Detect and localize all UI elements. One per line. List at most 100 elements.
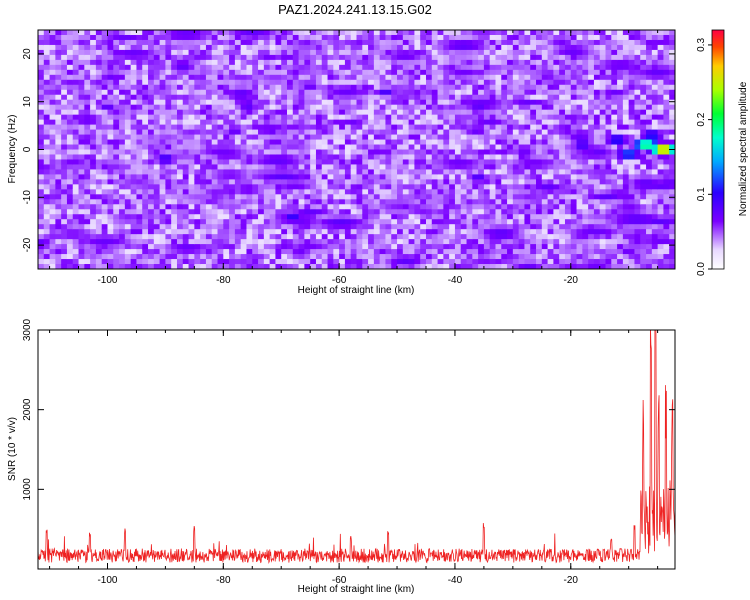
heatmap-cell [547,94,554,101]
heatmap-cell [489,94,497,101]
heatmap-cell [304,219,311,225]
heatmap-cell [223,239,230,245]
heatmap-cell [275,44,282,51]
heatmap-cell [148,239,155,245]
heatmap-cell [570,249,578,255]
heatmap-cell [617,79,624,86]
heatmap-cell [576,224,583,230]
heatmap-cell [425,254,433,260]
heatmap-cell [582,49,589,56]
heatmap-cell [593,74,601,81]
heatmap-cell [379,109,387,116]
heatmap-cell [95,39,103,46]
heatmap-cell [315,214,323,220]
heatmap-cell [38,144,45,151]
heatmap-cell [159,99,166,106]
heatmap-cell [124,234,132,240]
heatmap-cell [466,214,473,220]
heatmap-cell [136,39,143,46]
heatmap-cell [43,169,51,175]
heatmap-cell [478,219,485,225]
heatmap-cell [304,169,311,175]
heatmap-cell [327,129,334,136]
heatmap-cell [420,104,427,111]
heatmap-cell [373,144,381,151]
heatmap-cell [246,109,253,116]
heatmap-cell [298,254,305,260]
heatmap-cell [38,159,45,166]
heatmap-cell [437,94,444,101]
heatmap-cell [414,109,421,116]
heatmap-cell [258,89,265,96]
heatmap-cell [541,114,549,121]
heatmap-cell [512,30,520,36]
heatmap-cell [49,54,56,61]
heatmap-cell [466,49,473,56]
heatmap-cell [159,59,166,66]
heatmap-cell [101,124,109,131]
heatmap-cell [240,129,248,136]
heatmap-cell [101,59,109,66]
heatmap-cell [414,264,421,269]
heatmap-cell [119,259,126,265]
heatmap-cell [84,79,91,86]
heatmap-cell [200,54,207,61]
heatmap-cell [397,139,404,146]
heatmap-cell [200,169,207,175]
heatmap-cell [72,179,80,185]
heatmap-cell [495,44,502,51]
heatmap-cell [431,119,439,126]
heatmap-cell [130,129,138,136]
heatmap-cell [327,109,334,116]
heatmap-cell [49,264,56,269]
heatmap-cell [113,264,120,269]
heatmap-cell [617,104,624,111]
heatmap-cell [420,239,427,245]
heatmap-cell [72,84,80,91]
heatmap-cell [200,144,207,151]
heatmap-cell [530,149,537,156]
heatmap-cell [362,139,369,146]
heatmap-cell [142,224,149,230]
heatmap-cell [408,199,416,205]
heatmap-cell [339,214,346,220]
heatmap-cell [408,264,416,269]
heatmap-cell [72,74,80,81]
heatmap-cell [524,164,531,171]
heatmap-cell [443,234,450,240]
heatmap-cell [90,84,97,91]
heatmap-cell [576,144,583,151]
heatmap-cell [107,59,114,66]
heatmap-cell [518,259,526,265]
heatmap-cell [495,30,502,36]
heatmap-cell [385,99,392,106]
heatmap-cell [501,264,508,269]
heatmap-cell [101,39,109,46]
heatmap-cell [211,30,219,36]
heatmap-cell [582,239,589,245]
heatmap-cell [281,209,288,215]
heatmap-cell [599,30,607,36]
heatmap-cell [281,179,288,185]
heatmap-cell [205,104,213,111]
heatmap-cell [420,30,427,36]
heatmap-cell [530,234,537,240]
heatmap-cell [159,264,166,269]
heatmap-cell [200,164,207,171]
heatmap-cell [159,119,166,126]
heatmap-cell [269,59,277,66]
heatmap-cell [223,104,230,111]
heatmap-cell [466,264,473,269]
heatmap-cell [547,264,554,269]
heatmap-cell [344,159,352,166]
heatmap-cell [559,134,566,141]
heatmap-cell [425,219,433,225]
heatmap-cell [611,194,618,200]
heatmap-cell [246,54,253,61]
heatmap-cell [171,244,178,250]
heatmap-cell [634,94,641,101]
heatmap-cell [344,129,352,136]
heatmap-cell [130,249,138,255]
heatmap-cell [119,139,126,146]
heatmap-cell [113,94,120,101]
